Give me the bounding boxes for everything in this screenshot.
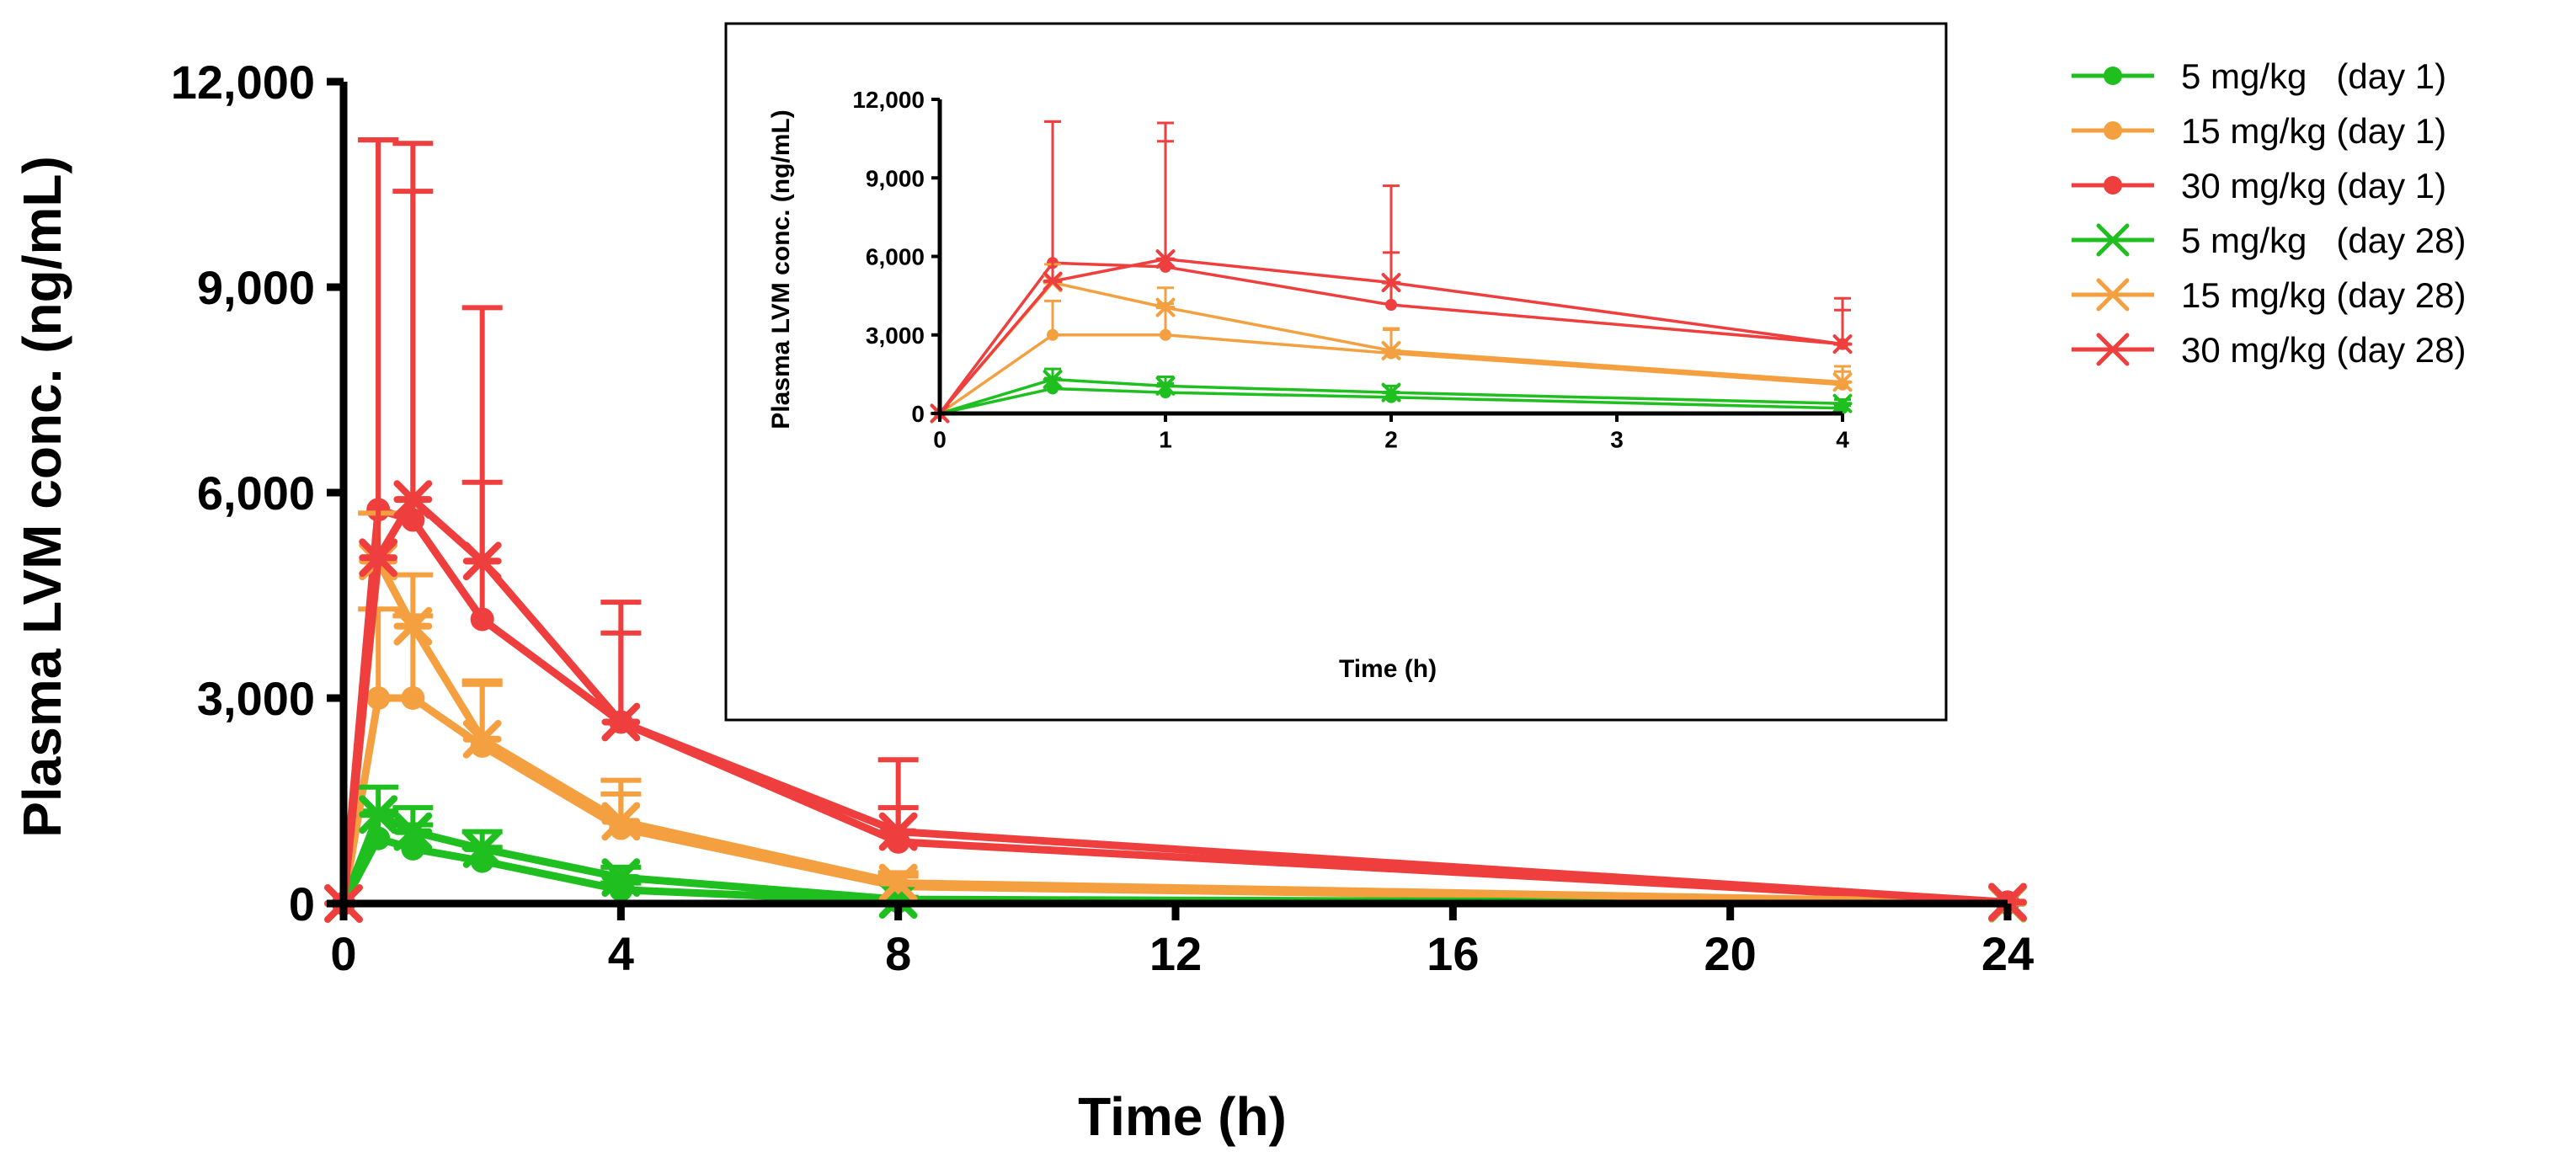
legend-label: 30 mg/kg (day 28) [2181,330,2467,370]
main-x-tick-label: 12 [1149,927,1202,980]
inset-series-d28_5 [930,367,1853,424]
main-data-point [401,836,425,861]
inset-data-point [1043,271,1063,291]
inset-x-tick-label: 1 [1159,426,1172,452]
legend-marker [2096,223,2130,257]
inset-data-point [1155,376,1176,396]
inset-data-point [1385,299,1397,312]
main-data-point [878,880,918,920]
inset-x-tick-label: 2 [1384,426,1398,452]
inset-x-axis-label: Time (h) [1339,655,1437,683]
main-data-point [462,829,502,868]
legend-item: 5 mg/kg (day 28) [2072,221,2466,260]
main-data-point [393,606,433,646]
inset-data-point [1047,328,1059,341]
main-series-d28_5 [324,784,2027,923]
legend-marker [2096,278,2130,312]
legend-marker [2104,176,2122,195]
legend-item: 15 mg/kg (day 1) [2072,111,2446,151]
inset-x-tick-label: 0 [933,426,947,452]
inset-x-ticks: 0 1 2 3 4 [933,413,1849,452]
inset-data-point [1381,273,1401,293]
main-plot-area [324,137,2027,923]
inset-data-point [1381,340,1401,360]
main-data-point [401,686,425,710]
legend-item: 30 mg/kg (day 1) [2072,166,2446,205]
main-data-point [878,863,918,903]
inset-data-point [1043,370,1063,390]
inset-data-point [1832,372,1853,392]
main-y-tick-label: 3,000 [197,672,315,725]
inset-frame [724,22,1948,722]
main-x-tick-label: 24 [1981,927,2034,980]
main-y-tick-label: 0 [289,877,315,930]
legend-item: 30 mg/kg (day 28) [2072,330,2467,370]
legend-label: 5 mg/kg (day 1) [2181,56,2446,96]
main-x-tick-label: 20 [1704,927,1757,980]
main-data-point [393,812,433,851]
inset-y-tick-label: 0 [911,401,925,427]
main-data-point [470,607,494,632]
main-y-ticks: 0 3,000 6,000 9,000 12,000 [171,56,344,930]
inset-y-axis-label: Plasma LVM conc. (ng/mL) [767,109,795,429]
main-data-point [601,802,641,841]
legend-marker [2104,67,2122,85]
main-x-axis-label: Time (h) [1078,1086,1287,1147]
legend-label: 15 mg/kg (day 1) [2181,111,2446,151]
main-data-point [601,858,641,897]
inset-y-tick-label: 12,000 [852,87,925,113]
main-y-axis-label: Plasma LVM conc. (ng/mL) [12,156,72,838]
inset-y-tick-label: 6,000 [866,244,925,270]
inset-x-tick-label: 4 [1836,426,1849,452]
legend-item: 15 mg/kg (day 28) [2072,275,2467,315]
legend-item: 5 mg/kg (day 1) [2072,56,2446,96]
main-data-point [359,538,398,578]
inset-chart: 0 3,000 6,000 9,000 12,000 0 1 2 3 4 Time (h) Pl… [724,22,1948,722]
inset-data-point [1832,393,1853,413]
main-x-tick-label: 4 [608,927,634,980]
main-data-point [366,686,391,710]
main-data-point [462,719,502,759]
inset-y-ticks: 0 3,000 6,000 9,000 12,000 [852,87,940,427]
main-y-tick-label: 9,000 [197,261,315,314]
inset-data-point [1381,382,1401,403]
legend-label: 15 mg/kg (day 28) [2181,275,2467,315]
main-data-point [878,812,918,851]
legend: 5 mg/kg (day 1) 15 mg/kg (day 1) 30 mg/kg … [2072,56,2467,370]
inset-plot-area [930,120,1853,424]
main-x-ticks: 0 4 8 12 16 20 24 [330,904,2034,980]
main-data-point [462,541,502,581]
legend-label: 30 mg/kg (day 1) [2181,166,2446,205]
legend-marker [2096,333,2130,366]
inset-data-point [1160,328,1171,341]
main-x-tick-label: 16 [1427,927,1479,980]
inset-data-point [1832,334,1853,355]
inset-y-tick-label: 9,000 [866,165,925,191]
main-x-tick-label: 0 [330,927,356,980]
legend-marker [2104,121,2122,140]
inset-data-point [1155,249,1176,269]
main-y-tick-label: 12,000 [171,56,315,109]
inset-y-tick-label: 3,000 [866,323,925,349]
legend-label: 5 mg/kg (day 28) [2181,221,2466,260]
main-data-point [359,795,398,834]
main-x-tick-label: 8 [885,927,911,980]
inset-data-point [1155,297,1176,317]
inset-data-point [1047,382,1059,395]
main-data-point [393,480,433,520]
main-y-tick-label: 6,000 [197,467,315,520]
main-data-point [601,702,641,742]
inset-x-tick-label: 3 [1610,426,1624,452]
